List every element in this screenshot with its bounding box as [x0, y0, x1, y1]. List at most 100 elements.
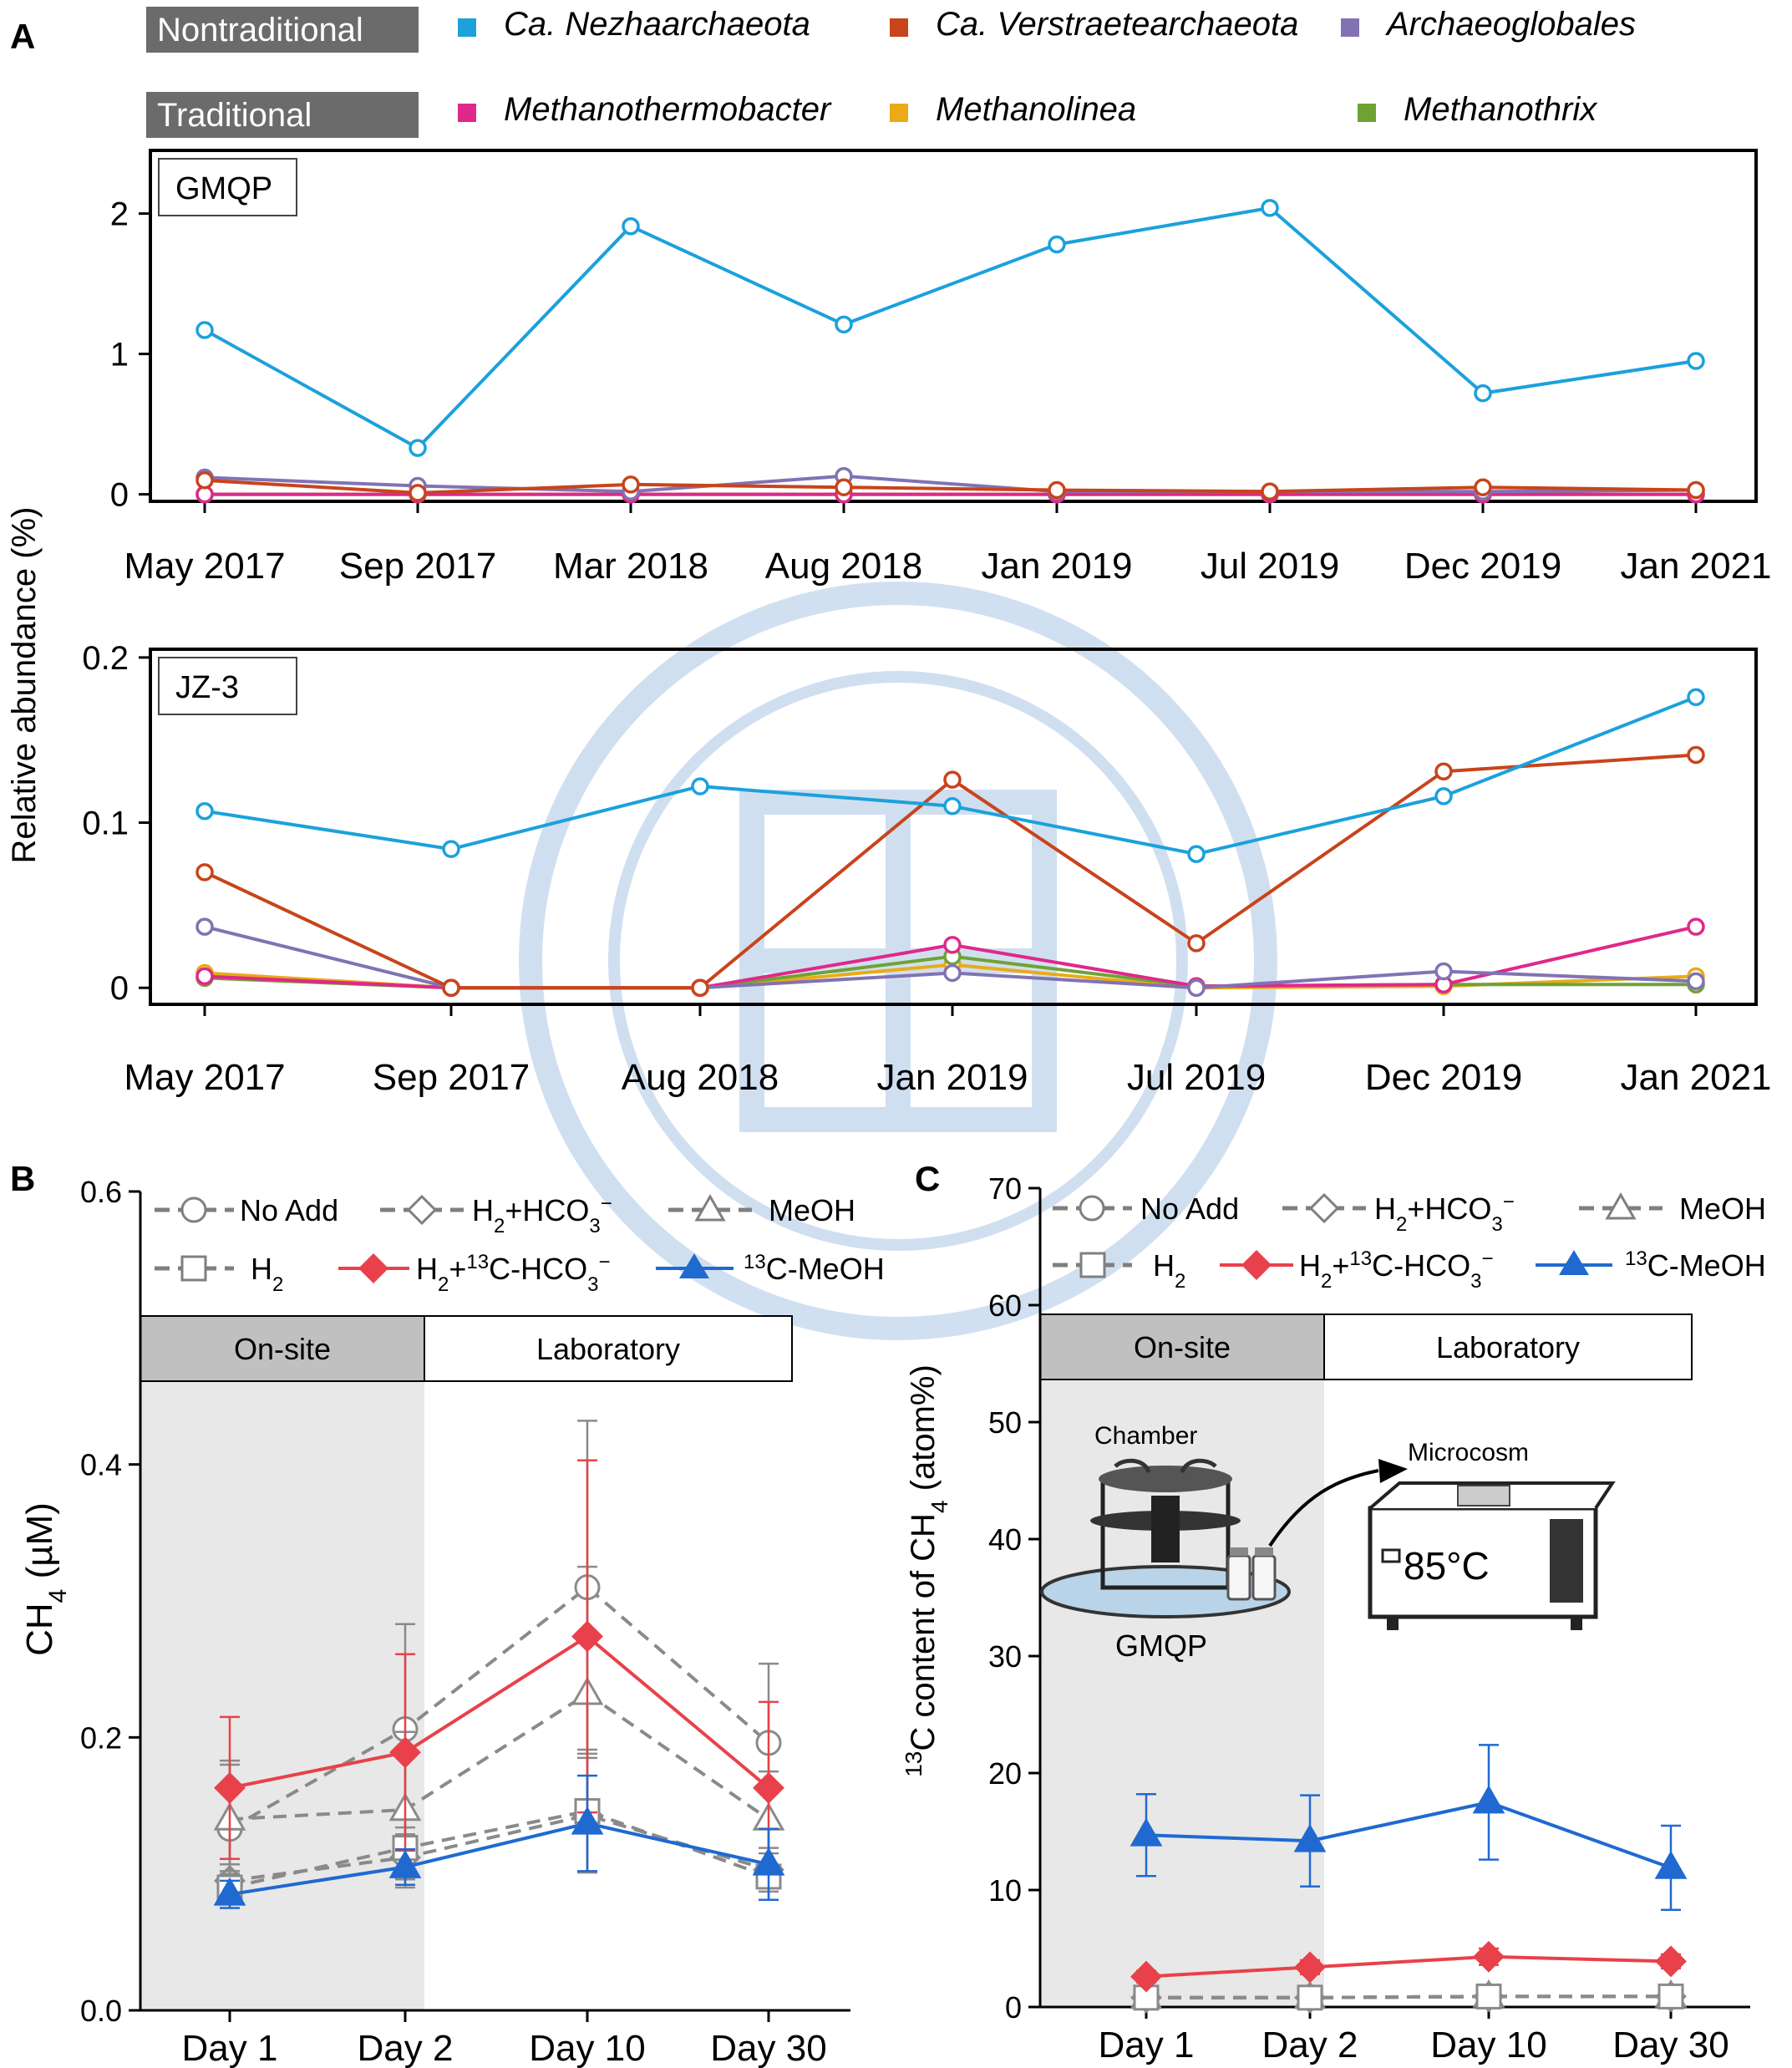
data-point [442, 840, 460, 858]
series-line [229, 1822, 769, 1897]
data-point [1261, 199, 1279, 217]
y-tick-label: 1 [110, 337, 129, 373]
panel-b-ylabel: CH4 (µM) [19, 1502, 72, 1656]
legend-c-13c-meoh: 13C-MeOH [1625, 1247, 1766, 1283]
x-tick-label: Day 30 [710, 2028, 826, 2068]
y-tick-label: 20 [988, 1756, 1022, 1791]
x-tick-label: Jan 2019 [876, 1057, 1028, 1098]
legend-c-marker-circle [1079, 1195, 1105, 1222]
data-point [1434, 762, 1453, 781]
legend-swatch [890, 18, 908, 37]
legend-b: No Add H2+HCO3− MeOH H2 H2+13C-HCO3− 13C… [155, 1192, 885, 1296]
panel-label-a: A [10, 17, 35, 56]
legend-item-label: Methanolinea [936, 91, 1136, 128]
legend-c-h2: H2 [1153, 1248, 1185, 1293]
data-point [409, 439, 427, 457]
x-tick-label: Aug 2018 [622, 1057, 779, 1098]
x-tick-label: Day 2 [1262, 2025, 1358, 2065]
data-point [195, 917, 214, 936]
legend-item-label: Ca. Nezhaarchaeota [504, 6, 810, 43]
legend-h2: H2 [251, 1252, 283, 1296]
traditional-label: Traditional [157, 97, 312, 134]
data-point [195, 967, 214, 986]
transfer-arrow [1268, 1469, 1379, 1547]
panel-label-b: B [10, 1159, 35, 1198]
x-tick-label: Day 1 [1099, 2025, 1195, 2065]
data-point [1687, 917, 1705, 936]
y-tick-label: 0.6 [80, 1175, 122, 1209]
data-point [1187, 934, 1206, 953]
data-point [1048, 235, 1066, 254]
series-line [1145, 1954, 1672, 1979]
legend-c: No Add H2+HCO3− MeOH H2 H2+13C-HCO3− 13C… [1053, 1191, 1766, 1293]
x-tick-label: Day 10 [529, 2028, 645, 2068]
data-point [622, 216, 640, 236]
legend-c-meoh: MeOH [1679, 1192, 1766, 1226]
marker-diamond [1294, 1951, 1326, 1984]
x-tick-label: Sep 2017 [339, 546, 496, 587]
marker-diamond [389, 1736, 421, 1769]
legend-swatch [1341, 18, 1359, 37]
site-label-box [158, 657, 297, 715]
data-point [1687, 745, 1705, 765]
plot-gmqp: 0 1 2 May 2017 Sep 2017 Mar 2018 Aug 2018 Jan 2… [110, 149, 1772, 587]
data-point [195, 321, 214, 339]
y-tick-label: 0.4 [80, 1448, 122, 1482]
onsite-header [1039, 1313, 1325, 1380]
x-tick-label: Aug 2018 [765, 546, 922, 587]
marker-diamond [753, 1771, 784, 1804]
legend-c-marker-diamond [1308, 1192, 1340, 1224]
y-tick-label: 0 [1005, 1990, 1022, 2025]
onsite-label: On-site [234, 1332, 331, 1366]
panel-c-ylabel: 13C content of CH4 (atom%) [901, 1364, 952, 1777]
legend-a: Nontraditional Traditional Ca. Nezhaarch… [146, 6, 1636, 138]
marker-triangle [752, 1847, 785, 1876]
plot-jz3: 0 0.1 0.2 May 2017 Sep 2017 Aug 2018 Jan 2019 J… [82, 640, 1771, 1098]
data-point [1187, 845, 1206, 863]
x-tick-label: Day 1 [182, 2028, 278, 2068]
data-point [1187, 978, 1206, 997]
data-point [943, 770, 962, 789]
legend-meoh: MeOH [769, 1193, 855, 1227]
data-point [1474, 384, 1492, 403]
laboratory-label: Laboratory [536, 1332, 680, 1366]
vials-icon [1226, 1547, 1277, 1601]
series-line [229, 1691, 770, 1822]
legend-c-marker-blue-triangle [1559, 1250, 1589, 1275]
data-point [1434, 962, 1453, 981]
x-tick-label: May 2017 [124, 546, 285, 587]
x-tick-label: Day 2 [358, 2028, 454, 2068]
legend-13c-meoh: 13C-MeOH [744, 1251, 885, 1287]
c-ylabel-mid: C content of CH [905, 1513, 942, 1751]
data-point [835, 478, 853, 496]
legend-marker-diamond [406, 1194, 438, 1226]
marker-triangle [1293, 1823, 1327, 1852]
series-line [229, 1585, 770, 1831]
b-ylabel-sub: 4 [44, 1589, 72, 1603]
data-point [1687, 972, 1705, 991]
plot-c-13c-content: On-site Laboratory 0 10 20 30 40 50 60 70 Day 1 Day… [988, 1171, 1750, 2065]
data-point [1474, 478, 1492, 496]
legend-marker-blue-triangle [679, 1253, 709, 1278]
marker-triangle [1130, 1817, 1163, 1847]
b-ylabel-ch: CH [19, 1603, 60, 1656]
y-tick-label: 60 [988, 1288, 1022, 1323]
marker-square [1297, 1984, 1323, 2011]
x-tick-label: Jul 2019 [1201, 546, 1339, 587]
x-tick-label: May 2017 [124, 1057, 285, 1098]
legend-swatch [458, 18, 476, 37]
onsite-shading [1040, 1314, 1324, 2007]
marker-square [1475, 1983, 1502, 2010]
series-line [229, 1634, 770, 1790]
legend-marker-triangle [694, 1193, 726, 1222]
x-tick-label: Jan 2021 [1620, 1057, 1771, 1098]
legend-swatch [1358, 104, 1376, 122]
y-tick-label: 2 [110, 196, 129, 233]
y-tick-label: 0 [110, 477, 129, 514]
legend-c-h2-hco3: H2+HCO3− [1374, 1191, 1515, 1236]
data-point [943, 936, 962, 954]
inset-site-label: GMQP [1115, 1628, 1207, 1663]
laboratory-header [424, 1315, 793, 1382]
data-point [195, 801, 214, 821]
data-point [409, 484, 427, 502]
